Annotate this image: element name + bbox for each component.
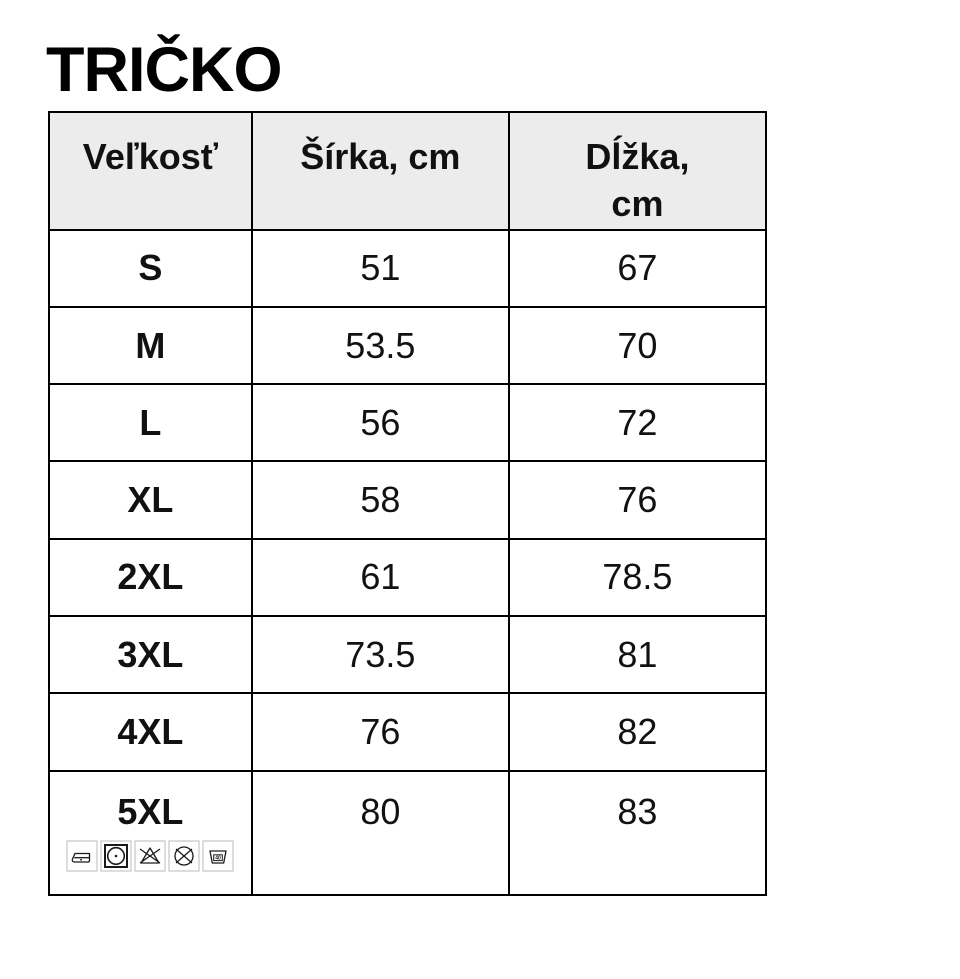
svg-text:40: 40 bbox=[216, 855, 222, 861]
